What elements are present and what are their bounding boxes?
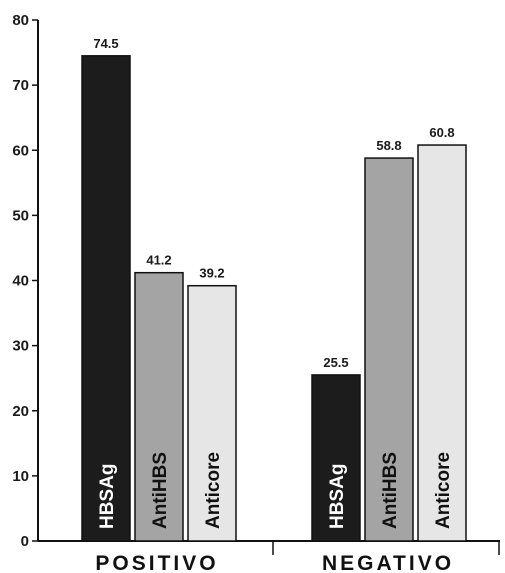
y-tick-label: 60: [12, 142, 29, 159]
bar-series-label: AntiHBS: [380, 452, 401, 529]
y-tick-label: 80: [12, 12, 29, 29]
y-tick-label: 70: [12, 77, 29, 94]
y-tick-label: 40: [12, 273, 29, 290]
bar-anticore-positivo: [187, 284, 237, 542]
y-tick-label: 50: [12, 207, 29, 224]
value-label: 39.2: [199, 266, 224, 281]
value-label: 60.8: [429, 125, 454, 140]
bar-anticore-negativo: [417, 144, 467, 542]
y-axis-ticks: 0 10 20 30 40 50 60 70 80: [12, 12, 38, 550]
bar-hbsag-positivo: [81, 55, 131, 542]
bar-series-label: HBSAg: [97, 464, 118, 529]
bar-series-label: AntiHBS: [150, 452, 171, 529]
value-label: 74.5: [93, 36, 118, 51]
y-tick-label: 30: [12, 338, 29, 355]
category-labels: POSITIVO NEGATIVO: [95, 552, 454, 573]
bar-hbsag-negativo: [311, 374, 361, 542]
chart-bars: 74.5 HBSAg 25.5 HBSAg 41.2 AntiHBS 58.8 AntiHBS…: [81, 36, 467, 542]
category-label-positivo: POSITIVO: [95, 552, 218, 573]
value-label: 25.5: [323, 355, 348, 370]
bar-series-label: HBSAg: [327, 464, 348, 529]
bar-series-label: Anticore: [433, 452, 454, 529]
value-label: 58.8: [376, 138, 401, 153]
y-tick-label: 10: [12, 468, 29, 485]
bar-series-label: Anticore: [203, 452, 224, 529]
bar-antihbs-negativo: [364, 157, 414, 542]
y-tick-label: 20: [12, 403, 29, 420]
y-tick-label: 0: [21, 533, 29, 550]
bar-antihbs-positivo: [134, 271, 184, 542]
value-label: 41.2: [146, 253, 171, 268]
category-label-negativo: NEGATIVO: [322, 552, 454, 573]
